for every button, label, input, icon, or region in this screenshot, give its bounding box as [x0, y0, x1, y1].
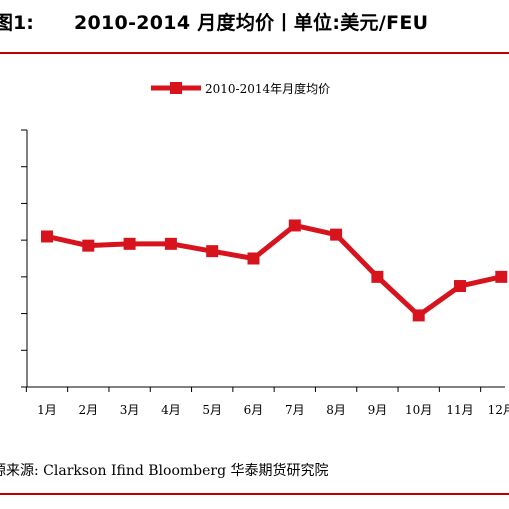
data-point	[247, 252, 260, 265]
x-tick-label: 8月	[326, 403, 346, 417]
x-tick-label: 5月	[202, 403, 222, 417]
data-point	[41, 230, 53, 243]
data-point	[412, 309, 425, 322]
data-point	[371, 270, 384, 283]
data-point	[82, 239, 95, 252]
legend-label: 2010-2014年月度均价	[205, 81, 330, 96]
x-tick-label: 6月	[244, 403, 264, 417]
x-tick-label: 4月	[161, 403, 181, 417]
chart-marks	[41, 219, 508, 322]
series-line	[46, 222, 502, 318]
legend-marker-sample	[170, 82, 182, 94]
data-point	[454, 280, 466, 293]
x-tick-label: 2月	[78, 403, 98, 417]
chart-axes: 1月 2月 3月 4月 5月 6月 7月 8月 9月 10月 11月 12月	[21, 129, 509, 417]
source-note: 源来源: Clarkson Ifind Bloomberg 华泰期货研究院	[0, 463, 329, 479]
x-tick-label: 12月	[488, 403, 509, 417]
data-point	[495, 270, 508, 283]
x-tick-label: 11月	[446, 403, 473, 417]
figure-number: 图1:	[0, 12, 34, 34]
data-point	[206, 245, 219, 258]
x-tick-label: 9月	[368, 403, 388, 417]
x-tick-label: 10月	[405, 403, 432, 417]
data-point	[330, 228, 343, 241]
figure-title-text: 2010-2014 月度均价丨单位:美元/FEU	[74, 12, 429, 34]
top-divider	[0, 52, 509, 54]
data-point	[164, 237, 177, 250]
bottom-divider	[0, 493, 509, 495]
figure-title: 图1: 2010-2014 月度均价丨单位:美元/FEU	[0, 8, 509, 38]
data-point	[123, 237, 136, 250]
data-point	[288, 219, 301, 232]
chart-legend: 2010-2014年月度均价	[151, 81, 330, 96]
x-tick-label: 3月	[120, 403, 140, 417]
x-tick-label: 7月	[285, 403, 305, 417]
x-tick-label: 1月	[37, 403, 57, 417]
